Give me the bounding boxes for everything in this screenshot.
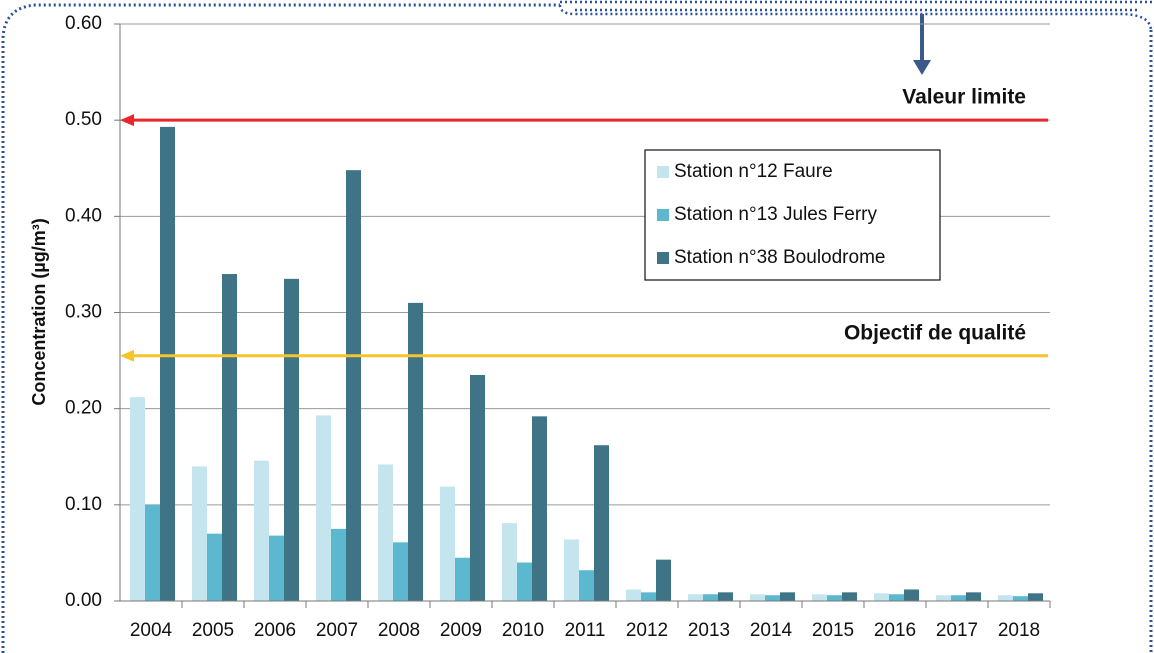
bar: [765, 595, 780, 601]
x-tick-label: 2013: [688, 620, 730, 641]
bar: [874, 593, 889, 601]
x-tick-label: 2015: [812, 620, 854, 641]
legend-label: Station n°38 Boulodrome: [674, 247, 885, 268]
legend-label: Station n°13 Jules Ferry: [674, 204, 877, 225]
bar: [703, 594, 718, 601]
y-tick-label: 0.00: [65, 590, 102, 611]
y-axis-label: Concentration (µg/m³): [29, 218, 49, 405]
bar: [207, 533, 222, 601]
legend-box: [644, 149, 941, 281]
bar: [656, 559, 671, 601]
bar: [827, 595, 842, 601]
legend-swatch: [657, 209, 669, 221]
reference-label: Objectif de qualité: [844, 321, 1026, 344]
bar: [532, 416, 547, 601]
x-tick-label: 2012: [626, 620, 668, 641]
bar: [455, 557, 470, 601]
x-tick-label: 2005: [192, 620, 234, 641]
bar: [1028, 593, 1043, 601]
bar: [378, 464, 393, 601]
bar: [331, 528, 346, 601]
bar: [160, 126, 175, 602]
bar: [254, 460, 269, 601]
x-tick-label: 2011: [565, 620, 606, 641]
reference-arrow: [120, 114, 134, 127]
bar: [688, 594, 703, 601]
bar: [470, 375, 485, 601]
bar: [517, 562, 532, 601]
bar: [222, 274, 237, 601]
bar: [284, 278, 299, 601]
y-tick-label: 0.60: [65, 13, 102, 34]
bar: [904, 589, 919, 601]
bar: [998, 595, 1013, 601]
bar: [502, 523, 517, 601]
bar: [130, 397, 145, 601]
bar: [393, 542, 408, 601]
x-tick-label: 2010: [502, 620, 544, 641]
x-tick-label: 2007: [316, 620, 358, 641]
x-tick-label: 2014: [750, 620, 793, 641]
reference-arrow: [120, 349, 134, 362]
legend-swatch: [657, 166, 669, 178]
bar: [408, 302, 423, 601]
y-tick-label: 0.10: [65, 494, 102, 515]
bar: [316, 415, 331, 601]
bar: [192, 466, 207, 601]
bar: [564, 539, 579, 601]
bar: [780, 592, 795, 601]
legend-swatch: [657, 252, 669, 264]
bar: [718, 592, 733, 601]
bar: [936, 595, 951, 601]
frame-border: [558, 0, 1154, 31]
bar: [346, 170, 361, 601]
frame-border: [1, 3, 560, 653]
bar: [641, 592, 656, 601]
bar: [812, 594, 827, 601]
x-tick-label: 2016: [874, 620, 916, 641]
bar: [594, 445, 609, 601]
x-tick-label: 2006: [254, 620, 296, 641]
x-tick-label: 2018: [998, 620, 1040, 641]
x-tick-label: 2004: [130, 620, 173, 641]
x-tick-label: 2008: [378, 620, 420, 641]
y-tick-label: 0.50: [65, 109, 102, 130]
y-tick-label: 0.30: [65, 302, 102, 323]
bar: [889, 594, 904, 601]
bar: [951, 595, 966, 601]
bar: [966, 592, 981, 601]
y-tick-label: 0.40: [65, 205, 102, 226]
bar: [440, 486, 455, 601]
bar: [842, 592, 857, 601]
bar: [1013, 596, 1028, 601]
bar: [750, 594, 765, 601]
reference-label: Valeur limite: [902, 86, 1026, 109]
bar: [626, 589, 641, 601]
y-tick-label: 0.20: [65, 398, 102, 419]
bar: [145, 504, 160, 601]
bar: [579, 570, 594, 601]
legend-label: Station n°12 Faure: [674, 161, 833, 182]
arrow-head: [913, 60, 931, 75]
x-tick-label: 2017: [936, 620, 978, 641]
bar: [269, 535, 284, 601]
x-tick-label: 2009: [440, 620, 482, 641]
